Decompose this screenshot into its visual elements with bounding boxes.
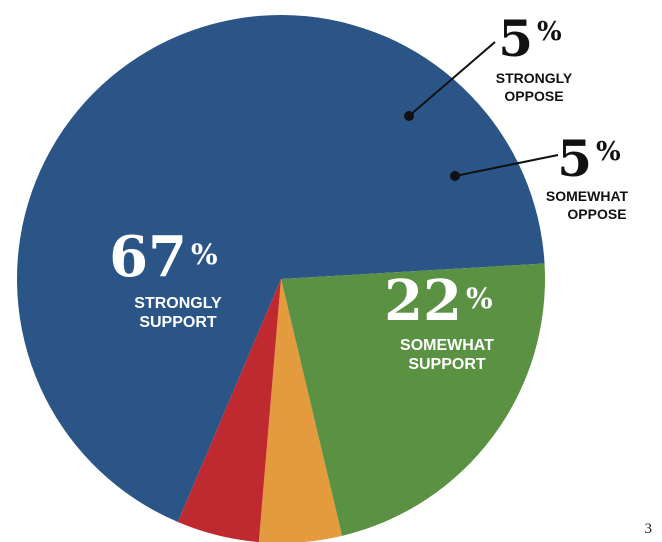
slice-strongly-oppose <box>177 279 281 542</box>
slice-somewhat-oppose <box>258 279 343 542</box>
leader-dot-somewhat-oppose <box>450 171 460 181</box>
percent-sign-somewhat-oppose: % <box>596 137 621 167</box>
percent-sign-somewhat-support: % <box>466 282 493 315</box>
category-line1-strongly-support: STRONGLY <box>134 295 222 312</box>
value-label-somewhat-support: 22 <box>384 268 462 334</box>
category-line2-strongly-oppose: OPPOSE <box>504 88 563 104</box>
category-line1-strongly-oppose: STRONGLY <box>496 70 573 86</box>
label-strongly-oppose: 5 % STRONGLY OPPOSE <box>496 9 573 104</box>
label-somewhat-support: 22 % SOMEWHAT SUPPORT <box>384 268 494 373</box>
value-label-somewhat-oppose: 5 <box>557 129 592 188</box>
percent-sign-strongly-support: % <box>191 238 218 271</box>
leader-line-somewhat-oppose <box>454 154 559 177</box>
category-line2-somewhat-oppose: OPPOSE <box>567 206 626 222</box>
category-line1-somewhat-oppose: SOMEWHAT <box>546 188 629 204</box>
leader-dot-strongly-oppose <box>404 111 414 121</box>
category-line2-strongly-support: SUPPORT <box>139 314 217 331</box>
page-number: 3 <box>644 521 653 537</box>
slice-somewhat-support <box>281 263 546 536</box>
pie-slices <box>17 14 546 542</box>
slice-strongly-support <box>17 14 545 523</box>
leader-lines <box>404 41 559 181</box>
value-label-strongly-oppose: 5 <box>498 9 533 68</box>
leader-line-strongly-oppose <box>408 41 496 117</box>
label-strongly-support: 67 % STRONGLY SUPPORT <box>109 224 222 331</box>
category-line2-somewhat-support: SUPPORT <box>408 356 486 373</box>
value-label-strongly-support: 67 <box>109 224 187 290</box>
percent-sign-strongly-oppose: % <box>537 17 562 47</box>
label-somewhat-oppose: 5 % SOMEWHAT OPPOSE <box>546 129 629 222</box>
category-line1-somewhat-support: SOMEWHAT <box>400 337 494 354</box>
